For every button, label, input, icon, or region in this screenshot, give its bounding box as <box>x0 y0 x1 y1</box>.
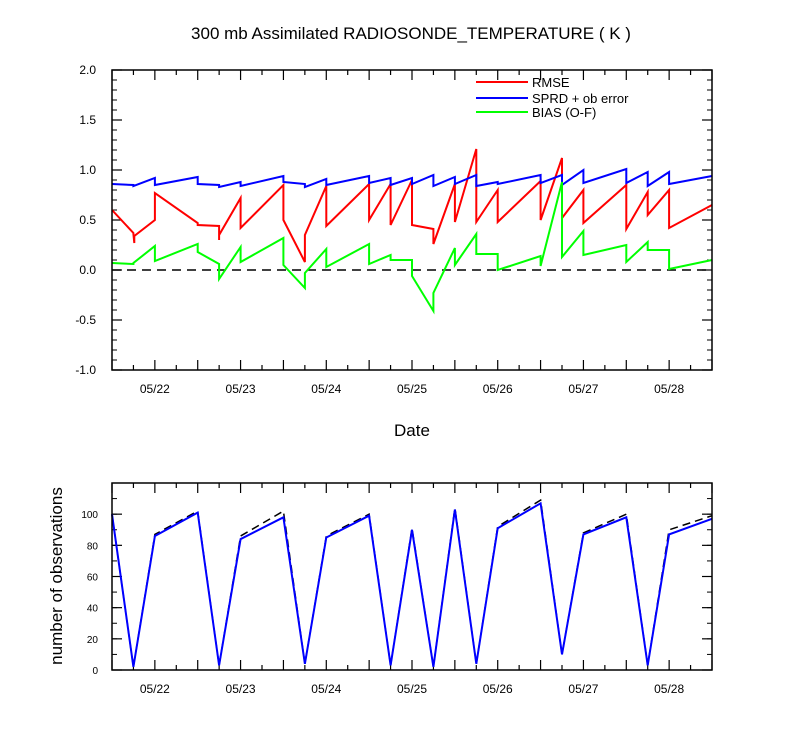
legend-label-bias: BIAS (O-F) <box>532 105 596 120</box>
y-tick-label: 0 <box>92 666 98 677</box>
x-tick-label: 05/23 <box>226 382 256 396</box>
bottom-plot-frame <box>111 482 713 671</box>
series-line-sprd-ob-error <box>111 167 713 189</box>
x-tick-label: 05/28 <box>654 382 684 396</box>
y-axis-label-observations: number of observations <box>47 487 66 665</box>
y-tick-label: 2.0 <box>79 63 96 77</box>
x-tick-label: 05/27 <box>568 682 598 696</box>
x-tick-label: 05/24 <box>311 382 341 396</box>
x-tick-label: 05/22 <box>140 682 170 696</box>
legend-label-sprd: SPRD + ob error <box>532 91 629 106</box>
x-tick-label: 05/24 <box>311 682 341 696</box>
top-plot-frame <box>111 69 713 371</box>
x-axis-label: Date <box>394 421 430 440</box>
x-tick-label: 05/26 <box>483 682 513 696</box>
y-tick-label: 1.5 <box>79 113 96 127</box>
legend-label-rmse: RMSE <box>532 75 570 90</box>
y-tick-label: -0.5 <box>75 313 96 327</box>
y-tick-label: -1.0 <box>75 363 96 377</box>
y-tick-label: 80 <box>87 541 99 552</box>
x-tick-label: 05/25 <box>397 382 427 396</box>
y-tick-label: 100 <box>81 510 98 521</box>
x-tick-label: 05/25 <box>397 682 427 696</box>
x-tick-label: 05/27 <box>568 382 598 396</box>
y-tick-label: 20 <box>87 635 99 646</box>
y-tick-label: 60 <box>87 573 99 584</box>
x-tick-label: 05/28 <box>654 682 684 696</box>
series-line-bias-o-f <box>111 181 713 315</box>
top-plot: 05/22 05/23 05/24 05/25 05/26 05/27 05/28 -1.0 -… <box>75 63 713 440</box>
x-tick-label: 05/22 <box>140 382 170 396</box>
legend: RMSE SPRD + ob error BIAS (O-F) <box>476 75 629 120</box>
series-line-assimilated <box>111 501 713 668</box>
y-tick-label: 0.0 <box>79 263 96 277</box>
bottom-plot: 05/22 05/23 05/24 05/25 05/26 05/27 05/28 0 20 40… <box>47 482 713 696</box>
x-tick-label: 05/23 <box>226 682 256 696</box>
y-tick-label: 1.0 <box>79 163 96 177</box>
x-tick-label: 05/26 <box>483 382 513 396</box>
y-tick-label: 40 <box>87 604 99 615</box>
y-tick-label: 0.5 <box>79 213 96 227</box>
series-line-possible <box>111 498 713 668</box>
chart-title: 300 mb Assimilated RADIOSONDE_TEMPERATUR… <box>191 24 631 43</box>
